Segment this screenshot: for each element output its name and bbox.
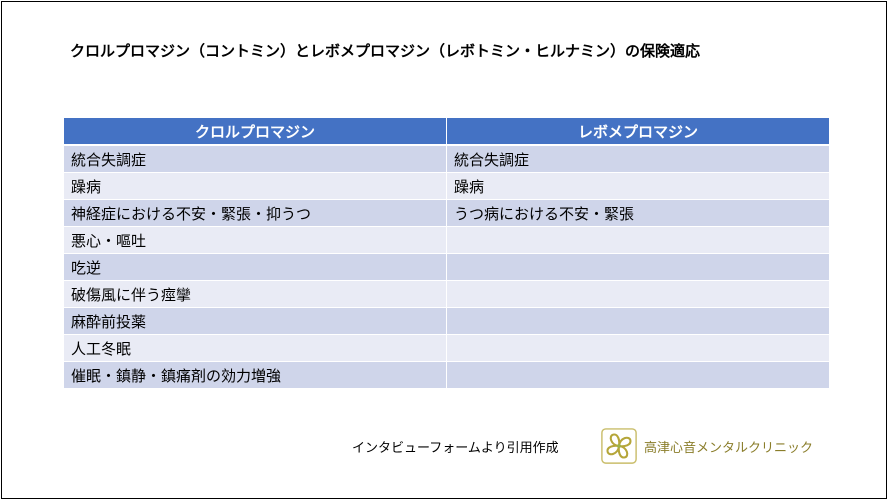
table-header-row: クロルプロマジン レボメプロマジン <box>64 118 829 146</box>
table-cell: 統合失調症 <box>446 145 829 173</box>
table-row: 躁病 躁病 <box>64 172 829 200</box>
table-cell: 催眠・鎮静・鎮痛剤の効力増強 <box>64 361 447 389</box>
table-cell <box>446 361 829 389</box>
table-cell: 破傷風に伴う痙攣 <box>64 280 447 308</box>
table-row: 吃逆 <box>64 253 829 281</box>
table-row: 催眠・鎮静・鎮痛剤の効力増強 <box>64 361 829 389</box>
table-cell: 躁病 <box>64 172 447 200</box>
table-row: 神経症における不安・緊張・抑うつ うつ病における不安・緊張 <box>64 199 829 227</box>
clinic-logo-icon <box>601 428 637 464</box>
comparison-table: クロルプロマジン レボメプロマジン 統合失調症 統合失調症 躁病 躁病 神経症に… <box>64 118 829 389</box>
table-cell <box>446 226 829 254</box>
column-header-chlorpromazine: クロルプロマジン <box>64 118 447 146</box>
page-title: クロルプロマジン（コントミン）とレボメプロマジン（レボトミン・ヒルナミン）の保険… <box>70 42 701 60</box>
table-cell <box>446 280 829 308</box>
table-cell: うつ病における不安・緊張 <box>446 199 829 227</box>
table-cell <box>446 307 829 335</box>
table-row: 統合失調症 統合失調症 <box>64 145 829 173</box>
table-row: 悪心・嘔吐 <box>64 226 829 254</box>
table-cell: 吃逆 <box>64 253 447 281</box>
clinic-name: 高津心音メンタルクリニック <box>644 440 814 456</box>
source-note: インタビューフォームより引用作成 <box>352 441 559 456</box>
table-cell: 躁病 <box>446 172 829 200</box>
clinic-logo: 高津心音メンタルクリニック <box>600 427 813 465</box>
table-row: 人工冬眠 <box>64 334 829 362</box>
table-cell: 麻酔前投薬 <box>64 307 447 335</box>
table-cell <box>446 253 829 281</box>
table-cell: 統合失調症 <box>64 145 447 173</box>
table-row: 麻酔前投薬 <box>64 307 829 335</box>
table-row: 破傷風に伴う痙攣 <box>64 280 829 308</box>
table-cell: 悪心・嘔吐 <box>64 226 447 254</box>
column-header-levomepromazine: レボメプロマジン <box>446 118 829 146</box>
table-cell: 人工冬眠 <box>64 334 447 362</box>
table-cell <box>446 334 829 362</box>
table-cell: 神経症における不安・緊張・抑うつ <box>64 199 447 227</box>
